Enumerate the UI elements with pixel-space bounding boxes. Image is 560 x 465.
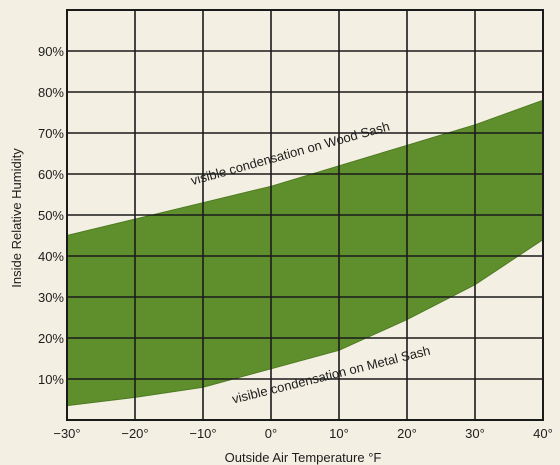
- x-tick-label: 40°: [533, 426, 553, 441]
- y-tick-label: 80%: [38, 85, 64, 100]
- y-axis-label: Inside Relative Humidity: [9, 148, 24, 288]
- y-tick-label: 40%: [38, 249, 64, 264]
- plot-frame: [66, 9, 544, 421]
- y-tick-label: 20%: [38, 331, 64, 346]
- x-tick-label: 10°: [329, 426, 349, 441]
- wood-sash-boundary-line: [66, 99, 544, 236]
- x-tick-label: 20°: [397, 426, 417, 441]
- y-tick-label: 90%: [38, 44, 64, 59]
- x-tick-label: −20°: [121, 426, 148, 441]
- x-tick-label: 30°: [465, 426, 485, 441]
- y-tick-label: 30%: [38, 290, 64, 305]
- x-tick-label: 0°: [265, 426, 277, 441]
- y-tick-label: 60%: [38, 167, 64, 182]
- y-tick-label: 10%: [38, 372, 64, 387]
- y-tick-label: 50%: [38, 208, 64, 223]
- x-tick-label: −30°: [53, 426, 80, 441]
- metal-sash-boundary-line: [66, 239, 544, 407]
- x-tick-label: −10°: [189, 426, 216, 441]
- condensation-band: [67, 100, 543, 406]
- x-axis-label: Outside Air Temperature °F: [225, 450, 382, 465]
- y-tick-label: 70%: [38, 126, 64, 141]
